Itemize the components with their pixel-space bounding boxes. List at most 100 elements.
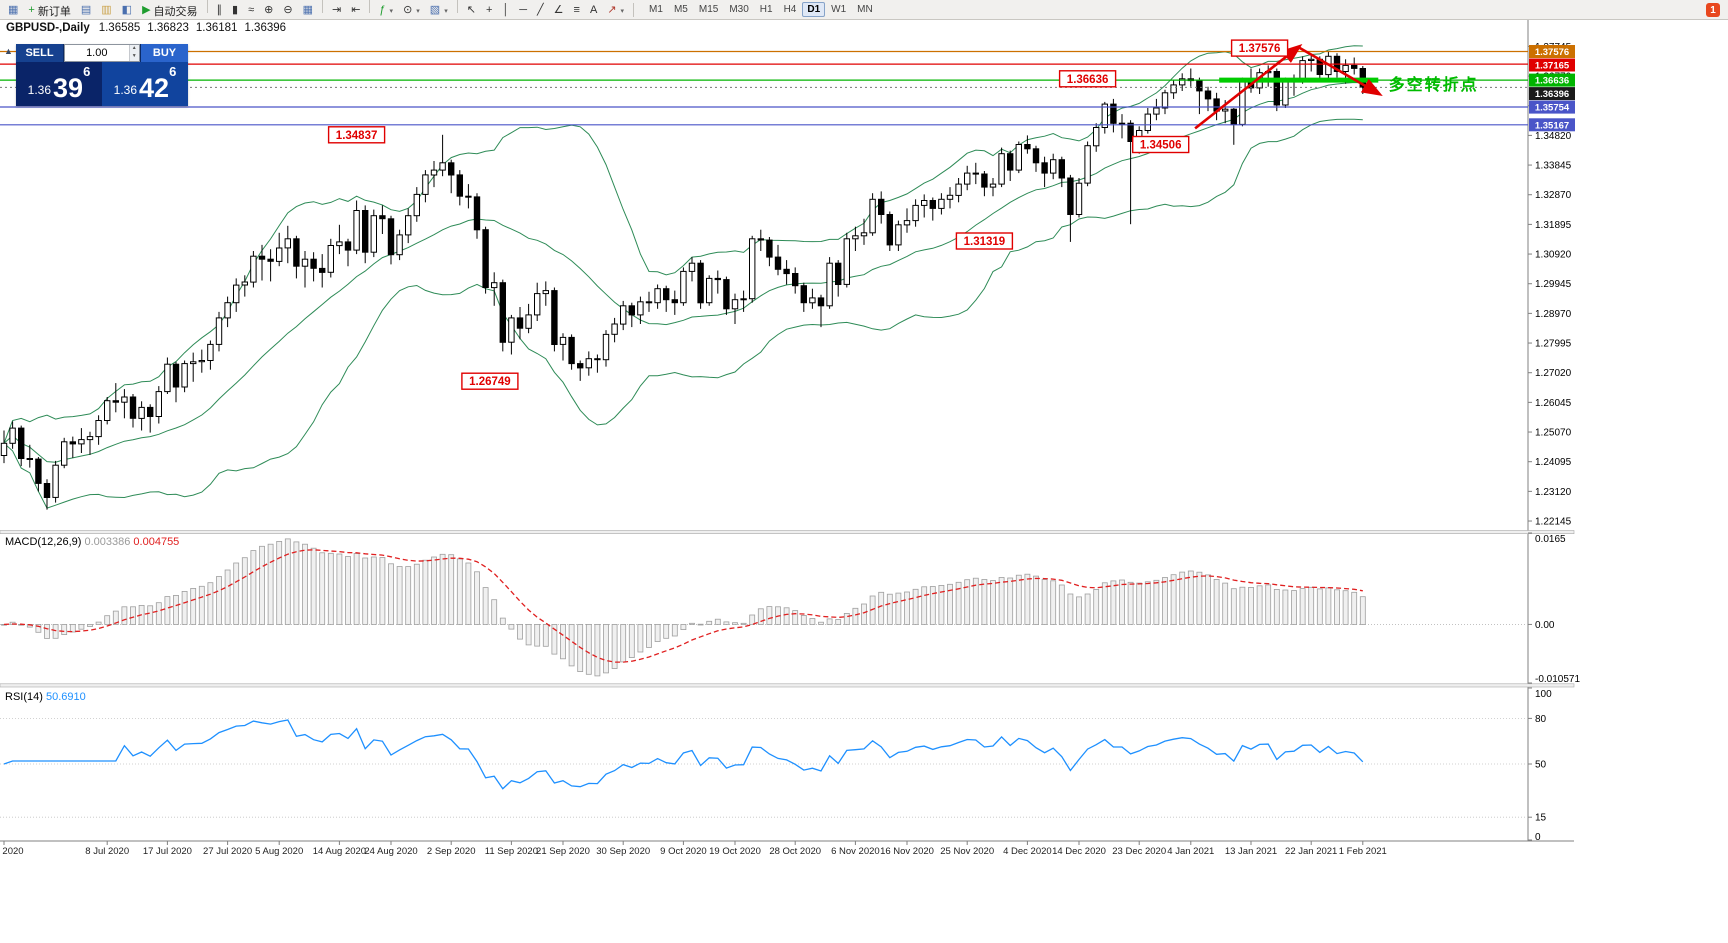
high-value: 1.36823 (147, 22, 189, 34)
crosshair-tool-icon: + (485, 4, 493, 16)
auto-scroll-button[interactable]: ⇥ (328, 1, 345, 20)
bar-chart-button[interactable]: ∥ (213, 1, 227, 20)
buy-price-point: 6 (169, 64, 177, 79)
buy-price-display[interactable]: 1.36 42 6 (102, 62, 188, 106)
channel-tool-button[interactable]: ∠ (550, 1, 568, 20)
zoom-in-button[interactable]: ⊕ (260, 1, 277, 20)
toolbar-separator (206, 0, 208, 13)
candlestick-chart-button[interactable]: ▮ (228, 1, 242, 20)
svg-text:1.23120: 1.23120 (1535, 487, 1572, 498)
profiles-button[interactable]: ▥ (97, 1, 115, 20)
date-axis-label: 6 Nov 2020 (831, 846, 880, 857)
chart-windows-icon: ▤ (80, 4, 92, 16)
sell-button[interactable]: SELL (16, 44, 64, 62)
trade-panel-collapse-arrow[interactable]: ▲ (4, 46, 13, 56)
buy-button[interactable]: BUY (140, 44, 188, 62)
timeframe-d1-button[interactable]: D1 (802, 2, 826, 17)
autotrade-button[interactable]: ▶ 自动交易 (138, 1, 201, 20)
arrows-tool-button[interactable]: ↗ ▾ (603, 1, 628, 20)
indicators-button[interactable]: ƒ ▾ (375, 1, 397, 20)
price-annotation[interactable]: 1.34837 (327, 126, 386, 144)
volume-control: ▲ ▼ (64, 44, 140, 62)
svg-text:1.31319: 1.31319 (964, 236, 1006, 248)
fibonacci-tool-button[interactable]: ≡ (570, 1, 584, 20)
volume-input[interactable] (65, 45, 129, 61)
low-value: 1.36181 (195, 22, 238, 34)
svg-text:1.36636: 1.36636 (1535, 76, 1569, 87)
trend-arrow[interactable] (1297, 46, 1383, 97)
periods-button-caret-icon: ▾ (416, 7, 420, 15)
price-annotation[interactable]: 1.36636 (1058, 70, 1117, 88)
chart-ohlc-info: GBPUSD-,Daily 1.36585 1.36823 1.36181 1.3639… (6, 22, 293, 34)
timeframe-mn-button[interactable]: MN (857, 4, 873, 15)
periods-button[interactable]: ⊙ ▾ (399, 1, 424, 20)
new-chart-button[interactable]: ▦ (4, 1, 22, 20)
timeframe-m15-button[interactable]: M15 (698, 4, 719, 15)
line-chart-button[interactable]: ≈ (244, 1, 258, 20)
svg-text:0.00: 0.00 (1535, 620, 1555, 631)
timeframe-m1-button[interactable]: M1 (649, 4, 663, 15)
volume-down-button[interactable]: ▼ (129, 53, 139, 61)
toolbar: ▦ + 新订单 ▤ ▥ ◧ ▶ 自动交易 ∥ ▮ ≈ ⊕ ⊖ ▦ ⇥ ⇤ ƒ ▾ ⊙ ▾ ▧ ▾ ↖ + │ ─ ╱ ∠ ≡ A ↗ ▾ M1… (0, 0, 1728, 20)
time-axis[interactable]: Jun 2020 8 Jul 2020 17 Jul 2020 27 Jul 2020… (0, 841, 1387, 857)
price-axis[interactable]: 1.377451.367701.357951.348201.338451.328… (1528, 42, 1572, 528)
macd-panel: MACD(12,26,9) 0.003386 0.004755 0.0165 0.0… (0, 532, 1580, 685)
date-axis-label: 14 Dec 2020 (1052, 846, 1106, 857)
price-annotation[interactable]: 1.31319 (955, 232, 1014, 250)
svg-text:1.37576: 1.37576 (1535, 47, 1569, 58)
new-order-button-label: 新订单 (37, 5, 71, 18)
svg-text:1.34837: 1.34837 (336, 130, 378, 142)
chart-shift-button[interactable]: ⇤ (347, 1, 364, 20)
cursor-tool-button[interactable]: ↖ (463, 1, 480, 20)
line-chart-icon: ≈ (248, 4, 255, 16)
templates-button[interactable]: ▧ ▾ (426, 1, 452, 20)
zoom-out-button[interactable]: ⊖ (279, 1, 296, 20)
date-axis-label: 14 Aug 2020 (313, 846, 366, 857)
text-tool-button[interactable]: A (586, 1, 601, 20)
volume-up-button[interactable]: ▲ (129, 45, 139, 53)
timeframe-w1-button[interactable]: W1 (831, 4, 847, 15)
timeframe-h4-button[interactable]: H4 (783, 4, 797, 15)
pivot-point-label[interactable]: 多空转折点 (1389, 75, 1479, 94)
panel-resize-divider[interactable] (0, 683, 1575, 688)
price-annotation[interactable]: 1.26749 (461, 372, 519, 390)
timeframe-h1-button[interactable]: H1 (759, 4, 773, 15)
tile-windows-button[interactable]: ▦ (299, 1, 317, 20)
price-chart-canvas[interactable]: 多空转折点 1.34837 1.26749 1.31319 1.36636 1.37576… (0, 20, 1728, 943)
timeframe-m30-button[interactable]: M30 (729, 4, 749, 15)
svg-text:1.30920: 1.30920 (1535, 250, 1572, 261)
panel-resize-divider[interactable] (0, 530, 1575, 535)
symbol-timeframe-label: GBPUSD-,Daily (6, 22, 90, 34)
toolbar-separator (321, 0, 323, 13)
svg-text:1.37165: 1.37165 (1535, 61, 1570, 72)
notification-badge[interactable]: 1 (1706, 3, 1720, 17)
profiles-icon: ▥ (101, 4, 112, 16)
vertical-line-tool-icon: │ (502, 4, 510, 16)
price-annotation[interactable]: 1.34506 (1131, 135, 1190, 154)
channel-tool-icon: ∠ (553, 4, 564, 16)
new-order-button[interactable]: + 新订单 (24, 1, 74, 20)
trend-arrow[interactable] (1194, 43, 1303, 130)
svg-text:1.36636: 1.36636 (1067, 74, 1109, 86)
svg-text:0: 0 (1535, 832, 1541, 843)
price-tag: 1.37576 (1529, 45, 1575, 58)
date-axis-label: 24 Aug 2020 (364, 846, 417, 857)
svg-text:100: 100 (1535, 689, 1552, 700)
timeframe-m5-button[interactable]: M5 (673, 4, 688, 15)
svg-text:1.31895: 1.31895 (1535, 220, 1572, 231)
bollinger-middle-band (3, 81, 1363, 463)
sell-price-display[interactable]: 1.36 39 6 (16, 62, 102, 106)
svg-text:1.27020: 1.27020 (1535, 368, 1572, 379)
bollinger-upper-band (3, 45, 1363, 444)
chart-windows-button[interactable]: ▤ (77, 1, 95, 20)
vertical-line-tool-button[interactable]: │ (498, 1, 513, 20)
data-window-button[interactable]: ◧ (118, 1, 136, 20)
crosshair-tool-button[interactable]: + (482, 1, 496, 20)
price-annotation[interactable]: 1.37576 (1230, 39, 1289, 57)
toolbar-separator (456, 0, 458, 13)
svg-text:1.26045: 1.26045 (1535, 398, 1572, 409)
trendline-tool-button[interactable]: ╱ (533, 1, 548, 20)
horizontal-line-tool-button[interactable]: ─ (515, 1, 531, 20)
